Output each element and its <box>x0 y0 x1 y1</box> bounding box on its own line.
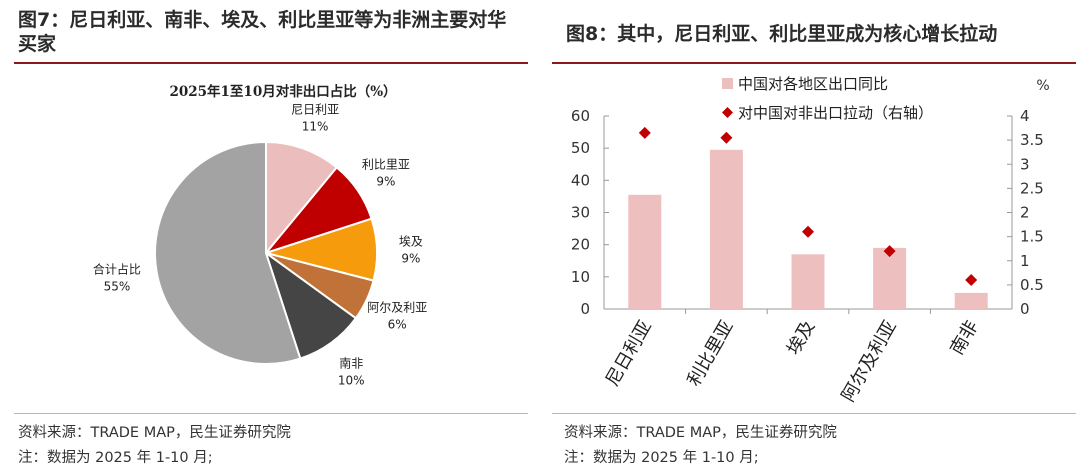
bar <box>873 247 907 309</box>
pie-slice-value: 6% <box>388 318 407 332</box>
bar <box>709 149 743 309</box>
figure-8-panel: 图8：其中，尼日利亚、利比里亚成为核心增长拉动 中国对各地区出口同比 对中国对非… <box>548 0 1080 472</box>
scatter-point <box>720 131 733 144</box>
left-axis-tick-label: 20 <box>571 236 590 254</box>
left-axis-tick-label: 10 <box>571 268 590 286</box>
figure-8-title-rule <box>552 62 1076 64</box>
bar <box>954 292 988 309</box>
figure-7-note: 注：数据为 2025 年 1-10 月; <box>18 450 213 466</box>
x-axis-tick-label: 尼日利亚 <box>602 317 656 390</box>
pie-slice-value: 10% <box>338 373 365 387</box>
scatter-point <box>638 126 651 139</box>
right-axis-tick-label: 0 <box>1020 300 1030 318</box>
figure-8-note: 注：数据为 2025 年 1-10 月; <box>564 450 759 466</box>
x-axis-tick-label: 埃及 <box>783 317 819 359</box>
pie-slice-label: 南非 <box>339 355 363 370</box>
pie-slice-1 <box>265 140 339 256</box>
right-axis-tick-label: 1.5 <box>1020 228 1044 246</box>
pie-slice-value: 9% <box>376 175 395 189</box>
figure-8-title: 图8：其中，尼日利亚、利比里亚成为核心增长拉动 <box>566 23 998 45</box>
figure-7-source: 资料来源：TRADE MAP，民生证券研究院 <box>18 425 291 441</box>
pie-slice-label: 埃及 <box>399 234 423 248</box>
figure-7-panel: 图7：尼日利亚、南非、埃及、利比里亚等为非洲主要对华买家 2025年1至10月对… <box>0 0 530 472</box>
left-axis-tick-label: 60 <box>571 107 590 125</box>
pie-chart-title: 2025年1至10月对非出口占比（%） <box>169 83 396 100</box>
figure-7-title-rule <box>14 62 528 64</box>
bar <box>791 254 825 309</box>
bar-chart: 中国对各地区出口同比 对中国对非出口拉动（右轴） % 0102030405060… <box>571 75 1050 405</box>
figure-7-bottom-rule <box>14 413 528 414</box>
x-axis-tick-label: 利比里亚 <box>684 317 738 390</box>
right-axis-tick-label: 0.5 <box>1020 276 1044 294</box>
right-axis-tick-label: 3 <box>1020 155 1030 173</box>
left-axis-tick-label: 30 <box>571 204 590 222</box>
right-axis-tick-label: 3.5 <box>1020 131 1044 149</box>
legend-bar-swatch <box>722 78 733 89</box>
figure-7-title: 图7：尼日利亚、南非、埃及、利比里亚等为非洲主要对华买家 <box>18 9 507 55</box>
pie-slice-6 <box>154 140 302 365</box>
bar <box>628 194 662 309</box>
left-axis-tick-label: 0 <box>580 300 590 318</box>
pie-slice-label: 利比里亚 <box>362 158 410 172</box>
left-axis-tick-label: 40 <box>571 171 590 189</box>
pie-slice-label: 合计占比 <box>93 262 141 277</box>
pie-slice-value: 11% <box>302 120 329 134</box>
legend-marker-swatch <box>722 107 733 118</box>
right-axis-tick-label: 2.5 <box>1020 179 1044 197</box>
right-axis-tick-label: 2 <box>1020 204 1030 222</box>
bar-chart-legend: 中国对各地区出口同比 对中国对非出口拉动（右轴） <box>722 75 933 122</box>
scatter-point <box>802 225 814 238</box>
legend-marker-label: 对中国对非出口拉动（右轴） <box>738 104 933 122</box>
left-axis-tick-label: 50 <box>571 139 590 157</box>
pie-slice-value: 55% <box>104 280 131 294</box>
x-axis-tick-label: 阿尔及利亚 <box>838 317 901 405</box>
figure-8-bottom-rule <box>552 413 1076 414</box>
scatter-point <box>965 274 978 287</box>
pie-slice-label: 阿尔及利亚 <box>367 300 427 315</box>
x-axis-tick-label: 南非 <box>946 317 982 359</box>
scatter-point <box>883 245 896 258</box>
right-axis-unit: % <box>1036 78 1049 94</box>
pie-slice-label: 尼日利亚 <box>291 103 339 117</box>
legend-bar-label: 中国对各地区出口同比 <box>738 75 888 93</box>
right-axis-tick-label: 1 <box>1020 252 1030 270</box>
pie-chart: 2025年1至10月对非出口占比（%） 尼日利亚 11% 利比里亚 9% 埃及 9% 阿尔及… <box>93 83 427 387</box>
figure-8-source: 资料来源：TRADE MAP，民生证券研究院 <box>564 425 837 441</box>
right-axis-tick-label: 4 <box>1020 107 1030 125</box>
pie-slice-value: 9% <box>401 251 420 265</box>
